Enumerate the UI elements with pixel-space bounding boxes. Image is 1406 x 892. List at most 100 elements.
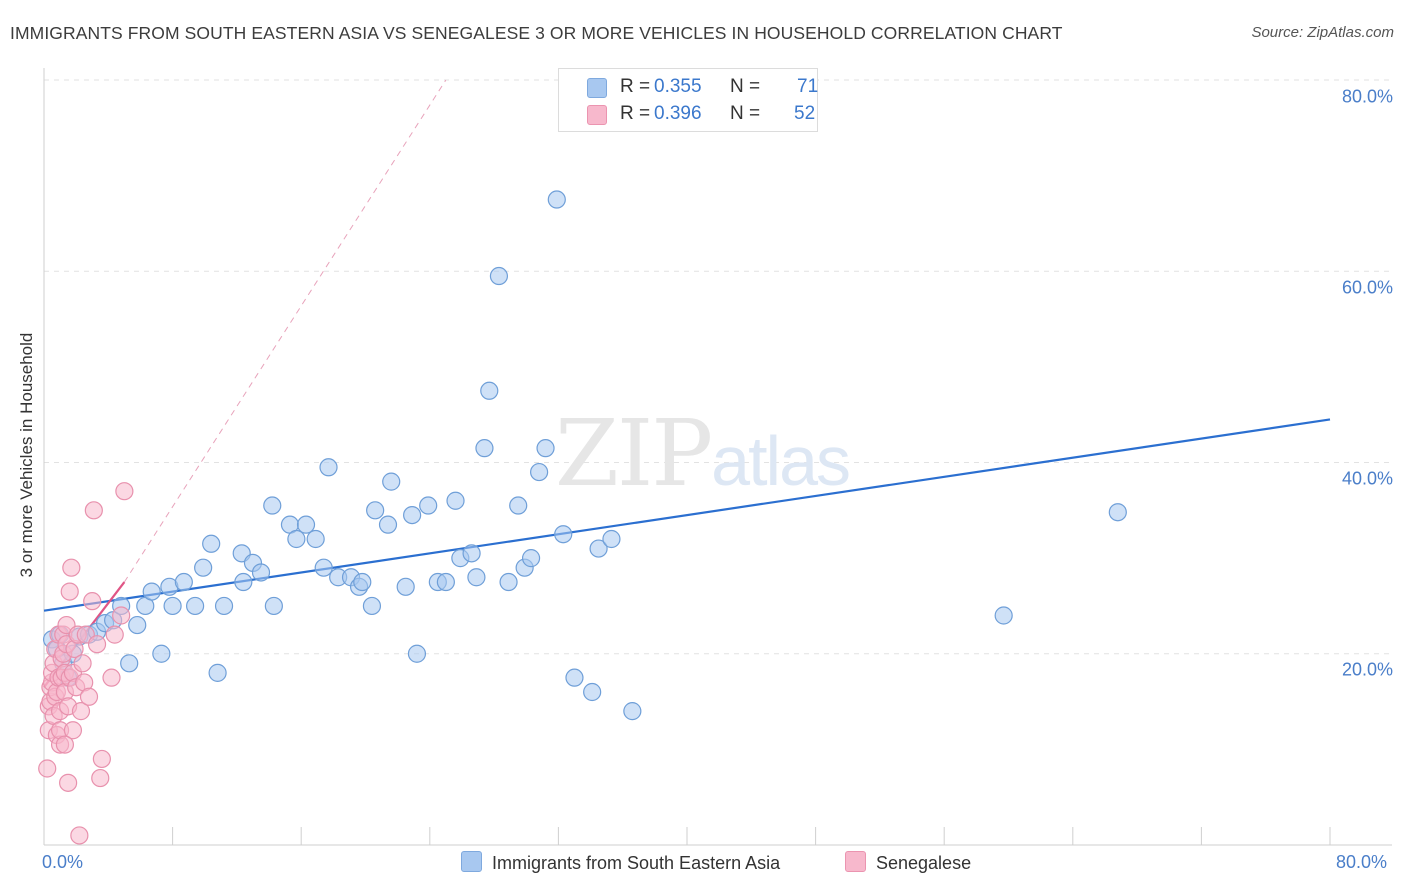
point-asia xyxy=(419,496,438,515)
point-asia xyxy=(509,496,528,515)
point-asia xyxy=(251,563,271,582)
legend-swatch-asia xyxy=(587,78,607,98)
legend-label-senegalese: Senegalese xyxy=(876,853,972,873)
point-senegalese xyxy=(60,582,79,601)
point-asia xyxy=(403,505,422,525)
legend-row-senegalese: R = 0.396 N = 52 xyxy=(559,101,817,127)
source-label: Source: ZipAtlas.com xyxy=(1251,24,1394,41)
point-asia xyxy=(202,534,221,553)
point-asia xyxy=(547,190,566,209)
legend-n-value: 71 xyxy=(797,76,819,97)
point-asia xyxy=(407,644,427,663)
point-senegalese xyxy=(102,668,121,687)
point-asia xyxy=(208,663,227,682)
point-asia xyxy=(994,606,1013,625)
point-asia xyxy=(583,682,602,702)
legend-r-value: 0.355 xyxy=(654,76,702,97)
point-senegalese xyxy=(87,635,107,654)
x-tick-label-0: 0.0% xyxy=(42,852,84,872)
point-asia xyxy=(120,654,139,673)
point-asia xyxy=(142,582,161,601)
y-axis-label: 3 or more Vehicles in Household xyxy=(17,332,36,578)
point-asia xyxy=(353,572,372,592)
point-senegalese xyxy=(112,606,131,625)
legend-n-label: N = xyxy=(730,76,761,97)
point-asia xyxy=(163,596,182,616)
point-asia xyxy=(194,558,213,577)
legend-stats: R = 0.355 N = 71 R = 0.396 N = 52 xyxy=(558,68,818,132)
point-senegalese xyxy=(55,735,74,754)
point-senegalese xyxy=(70,826,89,845)
trend-extension-senegalese xyxy=(123,79,447,583)
point-asia xyxy=(287,529,306,549)
point-senegalese xyxy=(73,654,92,673)
point-asia xyxy=(462,544,481,563)
point-asia xyxy=(475,439,494,458)
point-asia xyxy=(214,596,234,616)
trend-lines xyxy=(43,79,1331,688)
legend-r-value: 0.396 xyxy=(654,103,702,124)
point-asia xyxy=(530,462,549,482)
point-asia xyxy=(1108,503,1127,522)
point-asia xyxy=(264,596,283,616)
point-asia xyxy=(489,266,509,286)
point-asia xyxy=(314,558,333,577)
point-asia xyxy=(306,529,325,549)
axes xyxy=(43,68,1392,846)
point-asia xyxy=(436,572,455,592)
point-asia xyxy=(378,515,398,534)
point-asia xyxy=(234,572,253,592)
point-asia xyxy=(480,381,499,400)
point-senegalese xyxy=(59,773,78,792)
point-asia xyxy=(174,572,193,592)
point-asia xyxy=(467,568,486,587)
legend-n-label: N = xyxy=(730,103,761,124)
point-asia xyxy=(362,596,382,616)
point-asia xyxy=(128,615,147,635)
x-tick-label-80: 80.0% xyxy=(1336,852,1388,872)
point-senegalese xyxy=(83,592,102,611)
point-asia xyxy=(319,458,338,477)
legend-item-senegalese: Senegalese xyxy=(845,851,971,874)
legend-r-label: R = xyxy=(620,103,651,124)
point-asia xyxy=(446,491,465,510)
point-asia xyxy=(554,525,573,544)
point-senegalese xyxy=(84,501,103,520)
point-senegalese xyxy=(91,768,110,788)
point-asia xyxy=(152,644,171,663)
legend-label-asia: Immigrants from South Eastern Asia xyxy=(492,853,781,873)
point-senegalese xyxy=(105,625,124,644)
point-asia xyxy=(396,577,415,596)
point-asia xyxy=(186,596,205,616)
point-asia xyxy=(296,515,316,534)
point-senegalese xyxy=(71,702,91,721)
y-tick-label-60: 60.0% xyxy=(1341,277,1393,298)
point-asia xyxy=(382,472,401,491)
point-asia xyxy=(623,702,642,721)
point-asia xyxy=(499,572,518,592)
point-asia xyxy=(366,501,385,520)
data-points xyxy=(38,190,1127,845)
chart-title: IMMIGRANTS FROM SOUTH EASTERN ASIA VS SE… xyxy=(10,23,1063,43)
point-asia xyxy=(536,439,555,458)
legend-item-asia: Immigrants from South Eastern Asia xyxy=(461,851,780,874)
point-asia xyxy=(602,529,621,549)
watermark: ZIPatlas xyxy=(555,400,851,507)
legend-n-value: 52 xyxy=(794,103,816,124)
point-asia xyxy=(263,496,282,515)
point-senegalese xyxy=(63,721,83,740)
point-senegalese xyxy=(79,687,99,706)
legend-swatch-senegalese xyxy=(845,851,866,872)
y-tick-label-40: 40.0% xyxy=(1341,468,1393,489)
legend-row-asia: R = 0.355 N = 71 xyxy=(559,74,819,100)
point-asia xyxy=(589,539,608,558)
legend-swatch-senegalese xyxy=(587,105,607,125)
point-asia xyxy=(521,549,541,568)
point-senegalese xyxy=(92,749,111,769)
y-tick-label-20: 20.0% xyxy=(1341,659,1393,680)
point-asia xyxy=(565,668,584,687)
y-tick-label-80: 80.0% xyxy=(1341,86,1393,107)
legend-swatch-asia xyxy=(461,851,482,872)
point-senegalese xyxy=(62,558,81,577)
